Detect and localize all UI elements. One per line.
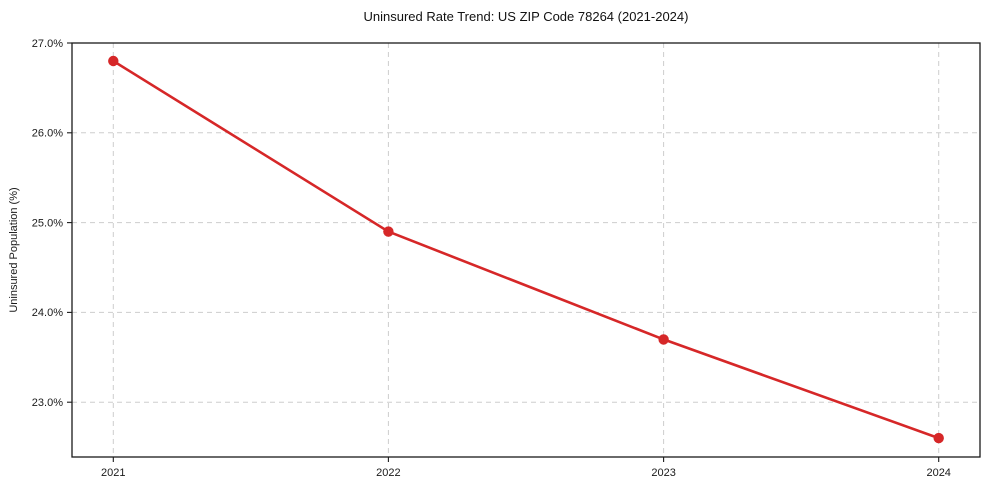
ytick-label: 23.0% <box>32 397 63 409</box>
ytick-label: 26.0% <box>32 128 63 140</box>
data-point <box>658 334 669 345</box>
chart-title: Uninsured Rate Trend: US ZIP Code 78264 … <box>363 9 689 24</box>
xtick-label: 2022 <box>376 467 400 479</box>
plot-border <box>71 42 981 458</box>
xtick-label: 2024 <box>926 467 950 479</box>
ytick-label: 27.0% <box>32 38 63 50</box>
xtick-label: 2021 <box>101 467 125 479</box>
ytick-label: 25.0% <box>32 217 63 229</box>
xtick-label: 2023 <box>651 467 675 479</box>
data-point <box>383 226 394 237</box>
data-point <box>108 55 119 67</box>
data-point <box>933 432 944 444</box>
ytick-label: 24.0% <box>32 307 63 319</box>
trend-line <box>112 59 941 440</box>
